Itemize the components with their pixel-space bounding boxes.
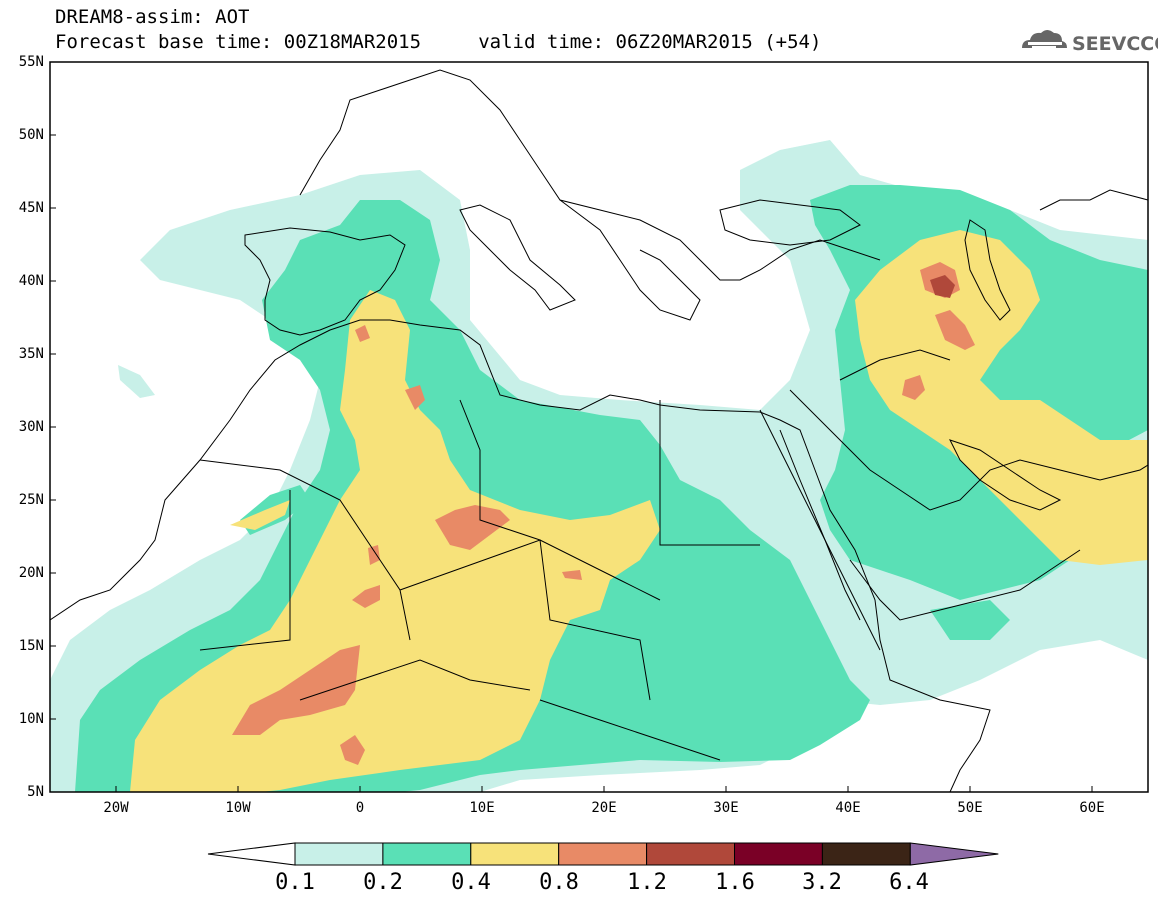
border-4 [199,490,291,651]
balkans [559,199,701,321]
arabia [789,389,1148,511]
coastlines-borders [50,69,1148,792]
arabia-south [849,549,1081,621]
black-sea [719,199,861,246]
lon-label: 20W [103,800,129,816]
aot-level-1.2 [930,275,955,298]
caspian [964,219,1011,321]
colorbar-label: 1.2 [627,870,667,895]
colorbar-label: 6.4 [889,870,929,895]
lon-label: 20E [591,800,617,816]
colorbar-cell [382,842,472,866]
border-3 [659,400,760,546]
africa-coast [50,319,991,792]
colorbar-label: 3.2 [802,870,842,895]
lat-label: 30N [18,419,44,435]
colorbar-under-arrow [207,842,296,866]
lon-label: 0 [355,800,365,816]
lon-label: 10W [225,800,251,816]
red-sea-w [779,429,861,621]
lat-label: 15N [18,638,44,654]
lat-label: 55N [18,54,44,70]
colorbar-cell [294,842,384,866]
colorbar-cell [646,842,735,866]
border-1 [199,459,411,641]
colorbar-cell [470,842,560,866]
colorbar-label: 0.4 [451,870,491,895]
lat-label: 50N [18,127,44,143]
colorbar-cell [558,842,648,866]
lon-label: 10E [469,800,495,816]
lat-label: 45N [18,200,44,216]
colorbar-label: 0.8 [539,870,579,895]
border-8 [839,349,951,381]
aot-contours [50,140,1148,792]
chart-title: DREAM8-assim: AOT [55,6,250,28]
border-5 [399,539,651,701]
seevccc-logo: SEEVCCC [1018,22,1165,58]
border-9 [1039,189,1148,211]
forecast-time-line: Forecast base time: 00Z18MAR2015 valid t… [55,31,822,53]
colorbar-label: 0.2 [363,870,403,895]
aot-level-0.4 [130,230,1148,792]
persian-gulf [949,439,1062,511]
lon-label: 40E [835,800,861,816]
border-2 [459,399,661,601]
colorbar [207,842,999,866]
lat-label: 20N [18,565,44,581]
lat-label: 40N [18,273,44,289]
colorbar-over-arrow [909,842,999,866]
iberia [244,227,406,336]
lon-label: 60E [1079,800,1105,816]
lon-label: 30E [713,800,739,816]
colorbar-cell [821,842,911,866]
italy [459,204,576,311]
border-6 [539,699,721,761]
svg-text:SEEVCCC: SEEVCCC [1072,33,1158,55]
colorbar-label: 1.6 [715,870,755,895]
lat-label: 25N [18,492,44,508]
lon-label: 50E [957,800,983,816]
lat-label: 5N [27,784,44,800]
border-7 [299,659,531,701]
colorbar-cell [734,842,823,866]
red-sea [759,409,881,651]
lat-label: 10N [18,711,44,727]
colorbar-label: 0.1 [275,870,315,895]
axis-ticks [50,61,1093,792]
lat-label: 35N [18,346,44,362]
